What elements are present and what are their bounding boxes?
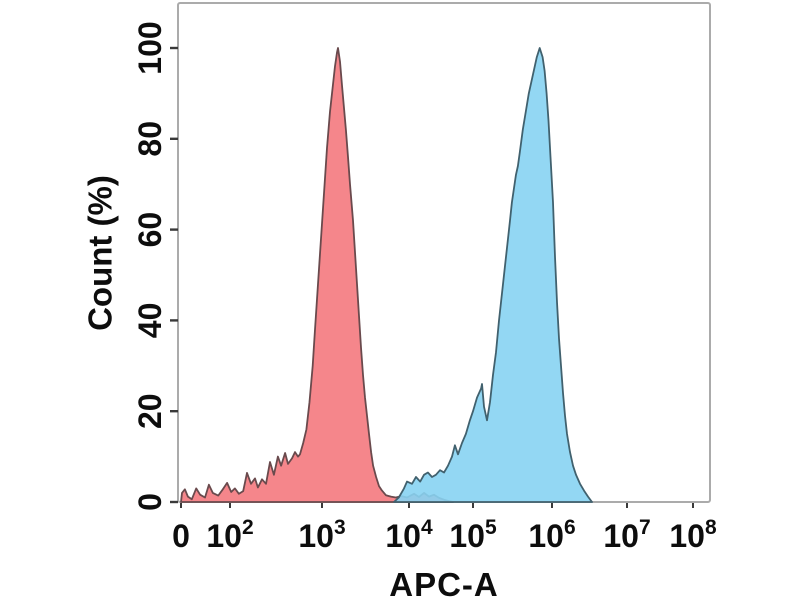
y-tick-label: 60: [132, 212, 168, 248]
x-tick-label: 0: [172, 518, 190, 554]
y-tick-label: 20: [132, 393, 168, 429]
x-tick-label: 103: [298, 516, 345, 554]
y-tick-label: 80: [132, 121, 168, 157]
y-axis-title: Count (%): [82, 175, 119, 331]
red-histogram-area: [180, 47, 454, 503]
plot-frame: [177, 2, 711, 503]
y-axis-ticks: 0 20 40 60 80 100: [132, 21, 178, 511]
y-tick-label: 40: [132, 303, 168, 339]
x-tick-label: 108: [669, 516, 717, 554]
y-tick-label: 0: [132, 493, 168, 511]
x-tick-label: 104: [385, 516, 433, 554]
x-tick-label: 107: [603, 516, 650, 554]
x-tick-label: 105: [449, 516, 497, 554]
y-tick-label: 100: [132, 21, 168, 74]
blue-histogram-area: [393, 47, 593, 503]
x-tick-label: 106: [528, 516, 575, 554]
x-tick-label: 102: [206, 516, 253, 554]
x-axis-title: APC-A: [389, 566, 499, 600]
x-axis-ticks: 0 102 103 104 105 106 107 108: [172, 503, 717, 554]
